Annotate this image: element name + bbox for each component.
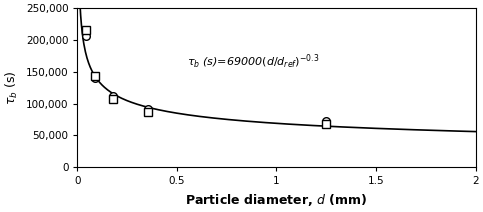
X-axis label: Particle diameter, $d$ (mm): Particle diameter, $d$ (mm) bbox=[185, 192, 368, 208]
Y-axis label: $\tau_b$ (s): $\tau_b$ (s) bbox=[4, 70, 20, 105]
Text: $\tau_b$ (s)=69000$(d/d_{ref})^{-0.3}$: $\tau_b$ (s)=69000$(d/d_{ref})^{-0.3}$ bbox=[187, 53, 319, 71]
